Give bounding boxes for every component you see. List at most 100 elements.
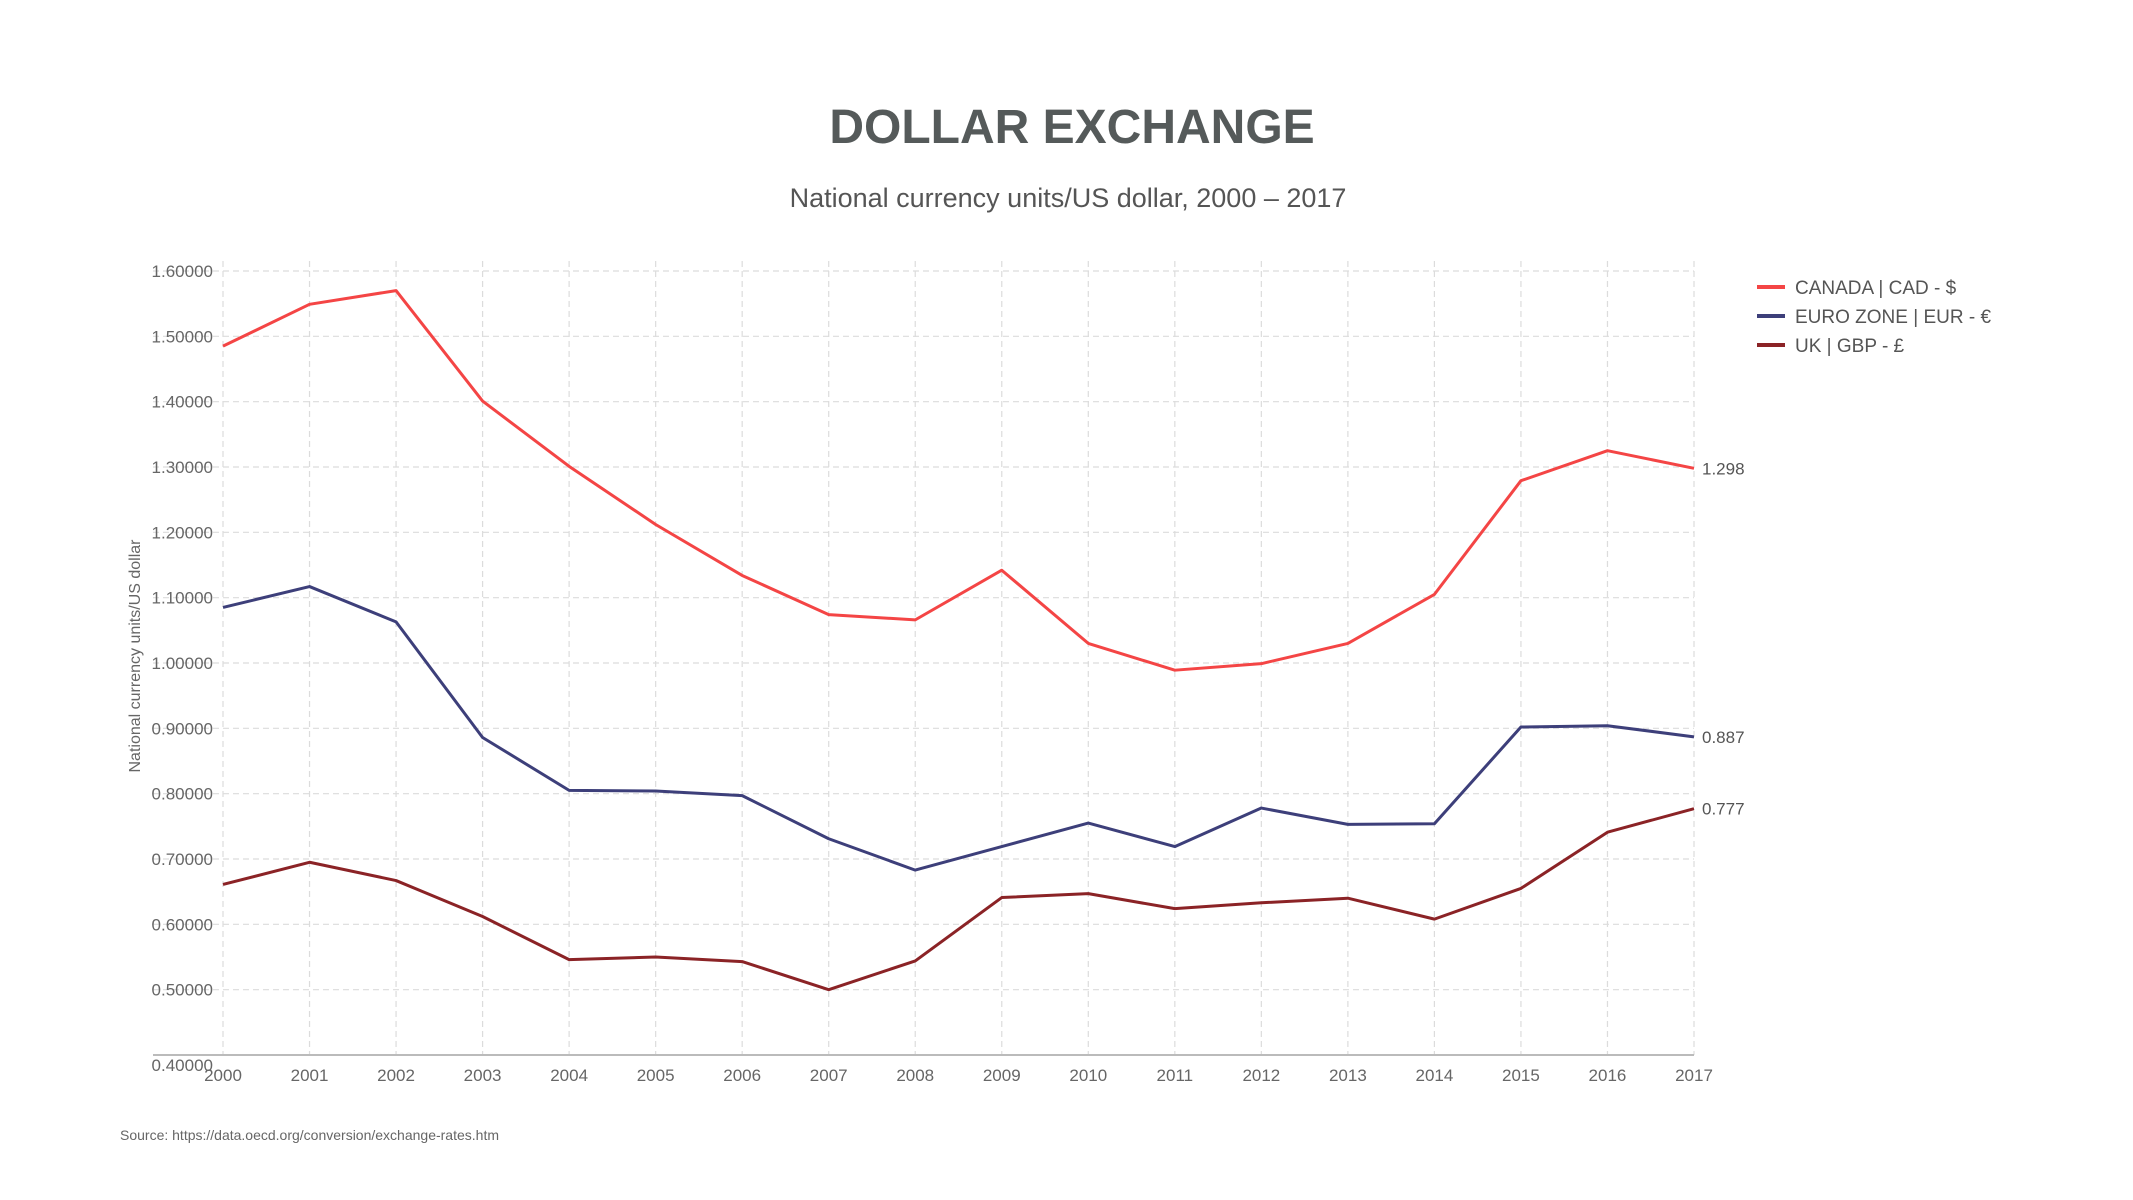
y-axis-label: National currency units/US dollar — [127, 539, 144, 773]
y-tick-label: 0.50000 — [152, 981, 213, 1000]
axes: 0.40000 0.50000 0.60000 0.70000 0.80000 0.900… — [152, 262, 1713, 1085]
data-point — [999, 844, 1005, 850]
x-tick-label: 2002 — [377, 1066, 415, 1085]
data-point — [1172, 844, 1178, 850]
x-tick-label: 2004 — [550, 1066, 588, 1085]
data-point — [1345, 895, 1351, 901]
data-point — [912, 867, 918, 873]
x-tick-label: 2000 — [204, 1066, 242, 1085]
data-point — [739, 959, 745, 965]
data-point — [1085, 891, 1091, 897]
legend-item[interactable]: CANADA | CAD - $ — [1757, 278, 1957, 299]
data-point — [912, 958, 918, 964]
data-point — [307, 584, 313, 590]
legend-item[interactable]: EURO ZONE | EUR - € — [1757, 307, 1991, 328]
legend-label: EURO ZONE | EUR - € — [1795, 307, 1991, 328]
x-tick-label: 2011 — [1157, 1066, 1194, 1085]
y-tick-label: 1.30000 — [152, 458, 213, 477]
data-point — [220, 343, 226, 349]
data-point — [1691, 806, 1697, 812]
data-point — [912, 617, 918, 623]
chart-title: DOLLAR EXCHANGE — [829, 101, 1314, 154]
data-point — [307, 859, 313, 865]
data-point — [1431, 821, 1437, 827]
data-point — [653, 788, 659, 794]
series-lines: 1.298 0.887 0.777 — [220, 288, 1745, 993]
grid — [153, 261, 1695, 1055]
legend-label: CANADA | CAD - $ — [1795, 278, 1957, 299]
data-point — [480, 913, 486, 919]
data-point — [1258, 900, 1264, 906]
y-tick-label: 1.00000 — [152, 654, 213, 673]
x-tick-label: 2009 — [983, 1066, 1021, 1085]
y-tick-label: 0.80000 — [152, 785, 213, 804]
data-point — [1258, 805, 1264, 811]
legend-item[interactable]: UK | GBP - £ — [1757, 336, 1905, 357]
data-point — [393, 878, 399, 884]
data-point — [1691, 465, 1697, 471]
data-point — [1085, 640, 1091, 646]
x-tick-label: 2017 — [1675, 1066, 1713, 1085]
data-point — [826, 612, 832, 618]
data-point — [1345, 821, 1351, 827]
legend[interactable]: CANADA | CAD - $ EURO ZONE | EUR - € UK | … — [1757, 278, 1991, 357]
x-tick-label: 2013 — [1329, 1066, 1367, 1085]
data-point — [1345, 640, 1351, 646]
y-tick-label: 0.60000 — [152, 915, 213, 934]
end-value-label: 0.777 — [1702, 800, 1745, 819]
data-point — [480, 734, 486, 740]
data-point — [653, 521, 659, 527]
data-point — [739, 572, 745, 578]
data-point — [1604, 829, 1610, 835]
data-point — [1431, 591, 1437, 597]
data-point — [220, 881, 226, 887]
x-tick-label: 2016 — [1589, 1066, 1627, 1085]
series-line-2 — [222, 807, 1695, 992]
source-note: Source: https://data.oecd.org/conversion… — [120, 1127, 499, 1143]
data-point — [566, 957, 572, 963]
y-tick-label: 1.50000 — [152, 327, 213, 346]
x-tick-label: 2010 — [1069, 1066, 1107, 1085]
x-tick-label: 2015 — [1502, 1066, 1540, 1085]
x-tick-label: 2001 — [291, 1066, 329, 1085]
y-tick-label: 0.40000 — [152, 1056, 213, 1075]
x-tick-label: 2012 — [1242, 1066, 1280, 1085]
data-point — [826, 987, 832, 993]
y-tick-label: 1.40000 — [152, 393, 213, 412]
data-point — [1518, 478, 1524, 484]
data-point — [307, 301, 313, 307]
y-tick-label: 1.60000 — [152, 262, 213, 281]
data-point — [999, 567, 1005, 573]
end-value-label: 0.887 — [1702, 728, 1745, 747]
legend-label: UK | GBP - £ — [1795, 336, 1905, 357]
data-point — [999, 895, 1005, 901]
x-tick-label: 2005 — [637, 1066, 675, 1085]
y-tick-label: 1.10000 — [152, 589, 213, 608]
y-tick-label: 0.90000 — [152, 719, 213, 738]
data-point — [1085, 820, 1091, 826]
x-tick-label: 2008 — [896, 1066, 934, 1085]
data-point — [1518, 885, 1524, 891]
data-point — [1258, 661, 1264, 667]
data-point — [739, 793, 745, 799]
x-tick-label: 2003 — [464, 1066, 502, 1085]
data-point — [220, 604, 226, 610]
data-point — [1518, 724, 1524, 730]
data-point — [1431, 916, 1437, 922]
data-point — [393, 288, 399, 294]
y-tick-label: 1.20000 — [152, 523, 213, 542]
data-point — [1604, 723, 1610, 729]
data-point — [566, 463, 572, 469]
data-point — [653, 954, 659, 960]
series-line-1 — [222, 585, 1695, 872]
data-point — [480, 398, 486, 404]
data-point — [1604, 448, 1610, 454]
x-tick-label: 2007 — [810, 1066, 848, 1085]
data-point — [393, 619, 399, 625]
data-point — [566, 787, 572, 793]
data-point — [826, 836, 832, 842]
y-tick-label: 0.70000 — [152, 850, 213, 869]
series-line-0 — [222, 289, 1695, 672]
x-tick-label: 2014 — [1415, 1066, 1453, 1085]
